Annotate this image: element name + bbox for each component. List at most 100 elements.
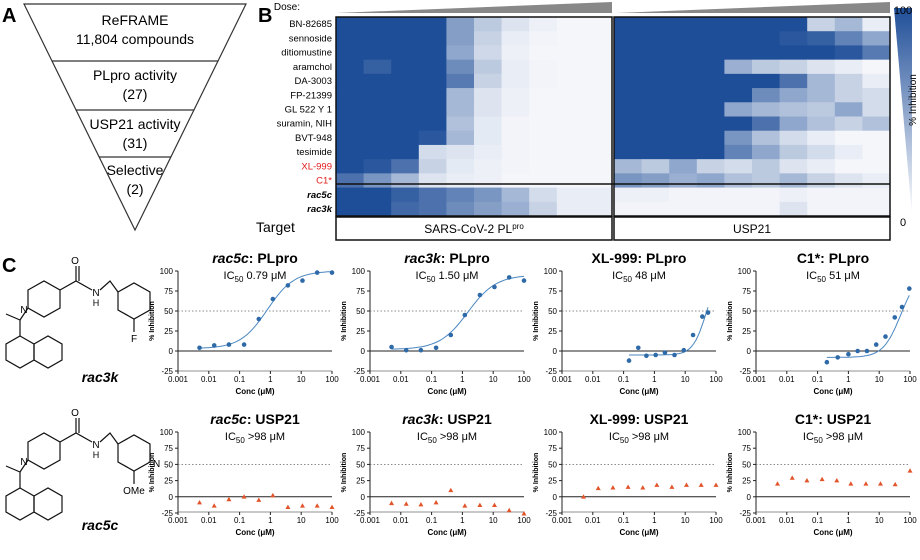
- plot-title-compound: XL-999: [592, 250, 638, 266]
- heatmap-cell-usp21: [752, 45, 780, 61]
- heatmap-cell-usp21: [779, 130, 808, 146]
- heatmap-cell-plpro: [446, 173, 475, 188]
- heatmap-cell-usp21: [779, 17, 808, 32]
- ic50-prefix: IC: [416, 270, 427, 282]
- x-tick-label: 10: [489, 375, 498, 384]
- x-tick-label: 10: [681, 516, 690, 525]
- heatmap-cell-plpro: [529, 201, 558, 217]
- ic50-sub: 50: [623, 275, 632, 284]
- x-tick-label: 100: [709, 516, 723, 525]
- y-tick-label: 50: [356, 460, 365, 469]
- heatmap-cell-plpro: [446, 59, 475, 75]
- x-tick-label: 0.001: [360, 516, 381, 525]
- x-tick-label: 100: [517, 375, 531, 384]
- ic50-sub: 50: [817, 275, 826, 284]
- heatmap-cell-usp21: [641, 201, 670, 217]
- heatmap-cell-usp21: [724, 88, 753, 103]
- data-point: [877, 481, 883, 486]
- x-tick-label: 0.01: [201, 375, 217, 384]
- data-point: [477, 502, 483, 508]
- heatmap-cell-usp21: [696, 31, 725, 46]
- plot-title: XL-999: USP21: [590, 411, 689, 427]
- y-tick-label: -25: [161, 509, 173, 518]
- heatmap-cell-plpro: [501, 59, 530, 75]
- data-point: [285, 283, 291, 288]
- heatmap-cell-plpro: [391, 45, 420, 61]
- heatmap-cell-usp21: [696, 201, 725, 217]
- x-tick-label: 100: [517, 516, 531, 525]
- heatmap-cell-plpro: [363, 130, 392, 146]
- heatmap-cell-usp21: [862, 17, 891, 32]
- fit-curve: [199, 271, 333, 349]
- x-axis-label: Conc (μM): [427, 528, 466, 537]
- data-point: [521, 278, 527, 283]
- heatmap-cell-usp21: [862, 187, 891, 203]
- data-point: [256, 497, 262, 502]
- heatmap-cell-plpro: [556, 45, 585, 61]
- heatmap-cell-usp21: [696, 187, 725, 203]
- fit-curve: [629, 307, 709, 356]
- data-point: [256, 316, 262, 322]
- heatmap-cell-plpro: [391, 73, 420, 89]
- heatmap-cell-usp21: [862, 31, 891, 46]
- data-point: [314, 270, 320, 275]
- data-point: [635, 345, 641, 351]
- heatmap-cell-plpro: [474, 130, 502, 146]
- data-point: [705, 310, 711, 315]
- y-tick-label: 100: [352, 428, 366, 437]
- heatmap-cell-usp21: [807, 88, 836, 103]
- y-tick-label: 50: [164, 307, 173, 316]
- heatmap-cell-plpro: [418, 116, 447, 132]
- compound-label: DA-3003: [295, 76, 333, 87]
- heatmap-cell-usp21: [807, 59, 836, 75]
- y-tick-label: 75: [164, 287, 173, 296]
- heatmap-cell-usp21: [807, 159, 836, 174]
- heatmap-cell-usp21: [641, 45, 670, 61]
- heatmap-cell-usp21: [752, 17, 780, 32]
- y-tick-label: 75: [548, 287, 557, 296]
- heatmap-cell-plpro: [391, 201, 420, 217]
- heatmap-cell-plpro: [336, 45, 364, 61]
- y-axis-label: % Inhibition: [727, 301, 734, 341]
- piperidine-ring: [27, 432, 61, 470]
- heatmap-cell-plpro: [363, 173, 392, 188]
- heatmap-cell-usp21: [641, 130, 670, 146]
- heatmap-cell-usp21: [669, 102, 698, 117]
- heatmap-cell-usp21: [834, 116, 863, 132]
- heatmap-cell-usp21: [862, 102, 891, 117]
- heatmap-cell-usp21: [807, 73, 836, 89]
- heatmap-cell-usp21: [696, 144, 725, 160]
- y-tick-label: 0: [169, 347, 174, 356]
- heatmap-cell-usp21: [724, 17, 753, 32]
- x-tick-label: 0.01: [585, 375, 601, 384]
- data-point: [789, 475, 795, 480]
- heatmap-cell-usp21: [614, 130, 642, 146]
- heatmap-cell-plpro: [363, 144, 392, 160]
- heatmap-cell-usp21: [614, 73, 642, 89]
- x-tick-label: 100: [903, 375, 917, 384]
- data-point: [581, 494, 587, 499]
- data-point: [892, 481, 898, 487]
- heatmap-cell-usp21: [669, 201, 698, 217]
- y-tick-label: 75: [356, 287, 365, 296]
- compound-label: XL-999: [301, 161, 332, 172]
- heatmap-cell-usp21: [641, 116, 670, 132]
- heatmap-cell-plpro: [418, 88, 447, 103]
- data-point: [211, 343, 217, 348]
- heatmap-cell-plpro: [529, 45, 558, 61]
- benzyl-bond: [99, 280, 119, 293]
- x-tick-label: 10: [489, 516, 498, 525]
- ic50-sub: 50: [236, 436, 245, 445]
- heatmap-cell-usp21: [641, 17, 670, 32]
- heatmap-cell-plpro: [363, 73, 392, 89]
- heatmap-cell-plpro: [336, 116, 364, 132]
- heatmap-cell-plpro: [556, 116, 585, 132]
- heatmap-cell-usp21: [724, 144, 753, 160]
- y-tick-label: 75: [548, 444, 557, 453]
- x-tick-label: 1: [460, 375, 465, 384]
- heatmap-cell-usp21: [752, 201, 780, 217]
- atom-label-o: O: [71, 256, 79, 267]
- data-point: [610, 485, 616, 490]
- heatmap-cell-plpro: [556, 173, 585, 188]
